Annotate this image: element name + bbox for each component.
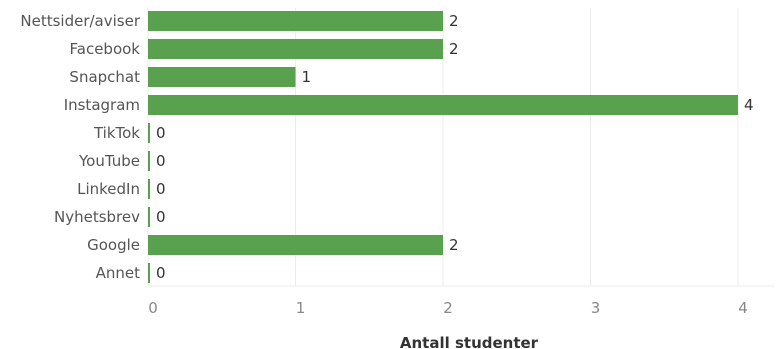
value-label: 0	[156, 180, 166, 198]
category-label: Annet	[96, 264, 141, 282]
x-tick-label: 2	[443, 299, 453, 317]
x-tick-label: 4	[738, 299, 748, 317]
value-label: 0	[156, 152, 166, 170]
category-label: Facebook	[70, 40, 141, 58]
bar	[148, 123, 150, 143]
category-label: Instagram	[64, 96, 140, 114]
category-label: Nyhetsbrev	[54, 208, 140, 226]
bar	[148, 95, 738, 115]
x-tick-labels: 0 1 2 3 4	[148, 299, 748, 317]
x-tick-label: 3	[591, 299, 601, 317]
category-labels: Nettsider/aviser Facebook Snapchat Instagra…	[20, 12, 140, 282]
category-label: YouTube	[78, 152, 140, 170]
x-axis-title: Antall studenter	[400, 334, 539, 349]
bar	[148, 151, 150, 171]
value-label: 2	[449, 236, 459, 254]
bar	[148, 207, 150, 227]
value-labels: 2 2 1 4 0 0 0 0 2 0	[156, 12, 754, 282]
bar	[148, 263, 150, 283]
value-label: 2	[449, 12, 459, 30]
x-tick-label: 1	[296, 299, 306, 317]
value-label: 4	[744, 96, 754, 114]
bar	[148, 235, 443, 255]
bar	[148, 11, 443, 31]
bars	[148, 11, 738, 283]
category-label: LinkedIn	[77, 180, 140, 198]
bar	[148, 39, 443, 59]
bar	[148, 67, 296, 87]
category-label: Nettsider/aviser	[20, 12, 140, 30]
bar	[148, 179, 150, 199]
x-tick-label: 0	[148, 299, 158, 317]
value-label: 0	[156, 264, 166, 282]
value-label: 2	[449, 40, 459, 58]
category-label: Google	[87, 236, 140, 254]
category-label: Snapchat	[69, 68, 140, 86]
value-label: 0	[156, 124, 166, 142]
category-label: TikTok	[93, 124, 140, 142]
value-label: 0	[156, 208, 166, 226]
value-label: 1	[302, 68, 312, 86]
